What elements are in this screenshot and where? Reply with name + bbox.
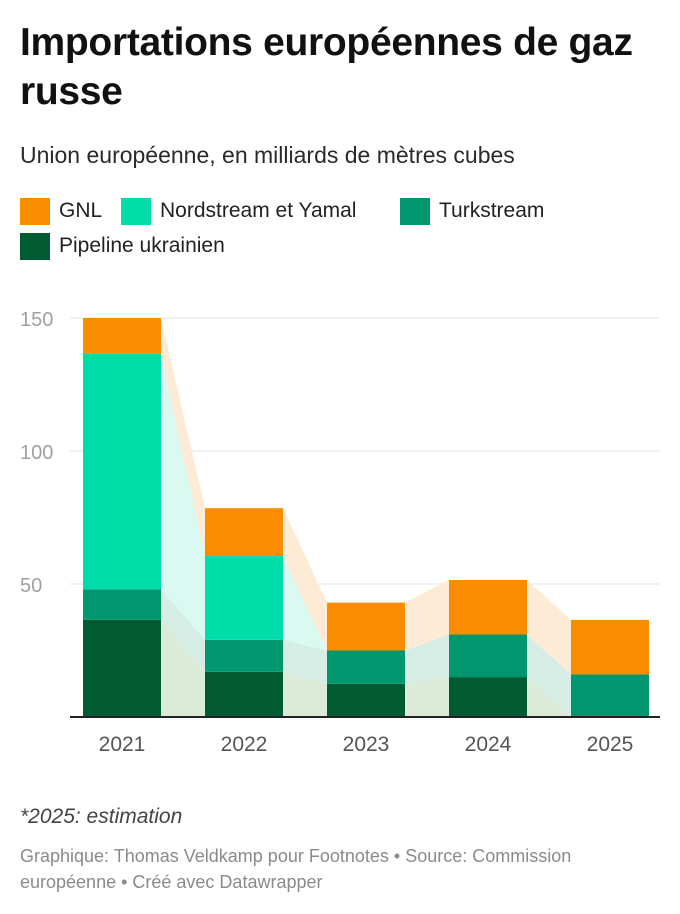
band-turkstream-2021 <box>161 589 205 672</box>
band-gnl-2023 <box>405 580 449 651</box>
x-tick-label-2025: 2025 <box>587 733 634 756</box>
bar-pipeline-ukrainien-2021 <box>83 619 161 717</box>
legend-item-pipeline-ukrainien: Pipeline ukrainien <box>20 231 225 261</box>
bar-turkstream-2024 <box>449 634 527 678</box>
x-tick-label-2023: 2023 <box>343 733 390 756</box>
band-nordstream-et-yamal-2021 <box>161 353 205 640</box>
bar-turkstream-2025 <box>571 674 649 717</box>
bar-pipeline-ukrainien-2022 <box>205 671 283 717</box>
bar-gnl-2021 <box>83 318 161 354</box>
band-turkstream-2023 <box>405 634 449 684</box>
band-turkstream-2024 <box>527 634 571 717</box>
chart-subtitle: Union européenne, en milliards de mètres… <box>20 142 515 168</box>
y-tick-label-100: 100 <box>20 442 53 464</box>
legend-item-turkstream: Turkstream <box>400 196 544 226</box>
band-pipeline-ukrainien-2021 <box>161 619 205 717</box>
bar-gnl-2023 <box>327 602 405 651</box>
stacked-bar-chart: 50 100 150 2021 2022 2023 2024 2025 <box>20 309 660 756</box>
band-turkstream-2022 <box>283 639 327 684</box>
legend-item-gnl: GNL <box>20 196 102 226</box>
bar-gnl-2024 <box>449 580 527 635</box>
bar-nordstream-et-yamal-2021 <box>83 353 161 590</box>
x-tick-label-2024: 2024 <box>465 733 512 756</box>
band-gnl-2024 <box>527 580 571 675</box>
bar-pipeline-ukrainien-2023 <box>327 683 405 717</box>
legend-swatch-pipeline-ukrainien <box>20 232 50 260</box>
chart-title: Importations européennes de gaz russe <box>20 21 633 113</box>
legend-label-nordstream-yamal: Nordstream et Yamal <box>160 199 357 222</box>
legend-swatch-nordstream-yamal <box>121 197 151 225</box>
bar-gnl-2022 <box>205 508 283 557</box>
band-pipeline-ukrainien-2022 <box>283 671 327 717</box>
band-pipeline-ukrainien-2024 <box>527 677 571 717</box>
legend-swatch-gnl <box>20 197 50 225</box>
y-tick-label-50: 50 <box>20 575 42 597</box>
bar-turkstream-2022 <box>205 639 283 672</box>
x-tick-label-2022: 2022 <box>221 733 268 756</box>
legend-item-nordstream-yamal: Nordstream et Yamal <box>121 196 356 226</box>
legend-swatch-turkstream <box>400 197 430 225</box>
legend-label-pipeline-ukrainien: Pipeline ukrainien <box>59 234 225 257</box>
bar-pipeline-ukrainien-2024 <box>449 677 527 717</box>
legend-label-turkstream: Turkstream <box>439 199 545 222</box>
footnote-estimation: *2025: estimation <box>20 805 183 828</box>
bar-nordstream-et-yamal-2022 <box>205 556 283 640</box>
bar-turkstream-2021 <box>83 589 161 620</box>
y-tick-label-150: 150 <box>20 309 53 331</box>
bar-gnl-2025 <box>571 619 649 675</box>
band-pipeline-ukrainien-2023 <box>405 677 449 717</box>
x-tick-label-2021: 2021 <box>99 733 146 756</box>
band-gnl-2022 <box>283 508 327 651</box>
band-nordstream-et-yamal-2022 <box>283 556 327 651</box>
bar-turkstream-2023 <box>327 650 405 684</box>
source-credit: Graphique: Thomas Veldkamp pour Footnote… <box>20 846 572 892</box>
band-gnl-2021 <box>161 318 205 557</box>
legend-label-gnl: GNL <box>59 199 103 222</box>
